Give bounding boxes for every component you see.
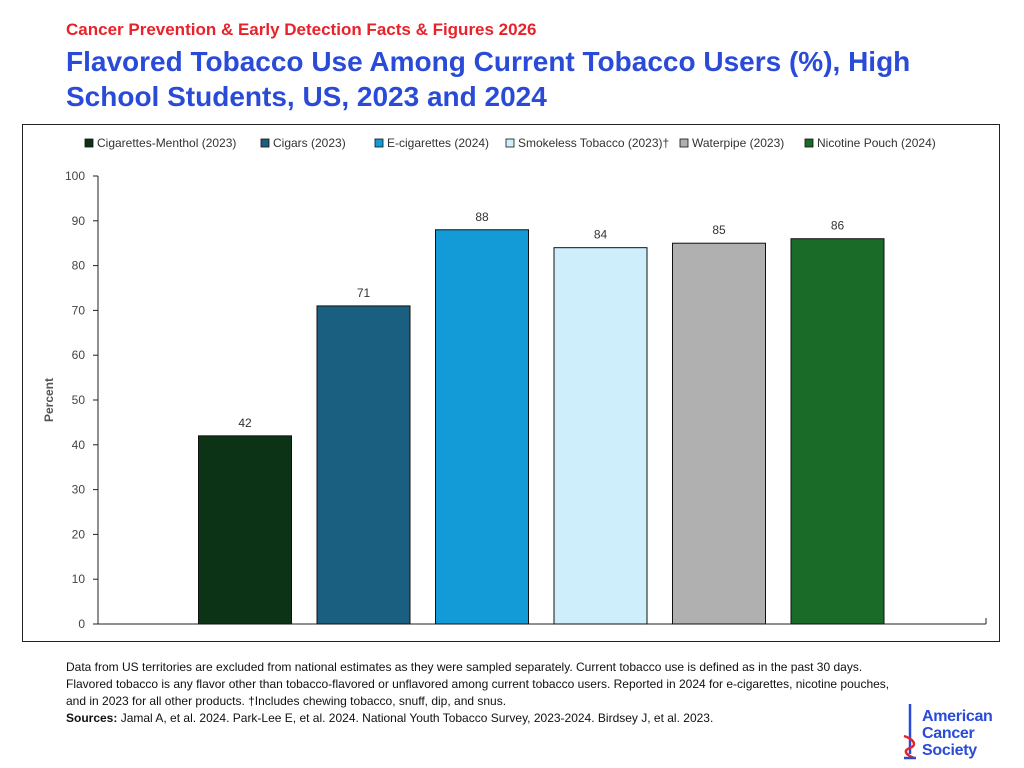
y-tick-label: 50 [72,393,86,407]
bar [553,247,648,625]
legend-entry: E-cigarettes (2024) [387,136,489,150]
legend-swatch [260,138,270,148]
bar [672,242,766,625]
acs-logo: American Cancer Society [898,700,1018,768]
bar [198,435,292,625]
legend-swatch [679,138,689,148]
chart-frame: 0 10 20 30 40 50 60 70 80 90 100 Percent 42 71 88 84 85 8… [22,124,1000,642]
footnotes: Data from US territories are excluded fr… [66,659,966,727]
legend-entry: Smokeless Tobacco (2023)† [518,136,669,150]
bar [790,238,885,625]
logo-line-2: Cancer [922,725,975,742]
y-tick-label: 40 [72,438,86,452]
y-tick-label: 30 [72,483,86,497]
y-tick-label: 80 [72,259,86,273]
legend-entry: Nicotine Pouch (2024) [817,136,936,150]
legend-swatch [505,138,515,148]
logo-line-1: American [922,708,993,725]
y-tick-label: 100 [65,169,85,183]
y-tick-label: 60 [72,348,86,362]
legend-swatch [84,138,94,148]
data-label: 86 [831,219,845,233]
y-tick-label: 20 [72,527,86,541]
y-tick-label: 10 [72,572,86,586]
data-label: 84 [594,228,608,242]
sources: Sources: Jamal A, et al. 2024. Park-Lee … [66,710,966,727]
bar [435,229,529,625]
data-label: 42 [238,416,252,430]
logo-text: American Cancer Society [922,708,993,759]
legend-entry: Cigarettes-Menthol (2023) [97,136,236,150]
data-label: 88 [475,210,489,224]
logo-line-3: Society [922,742,977,759]
legend-entry: Cigars (2023) [273,136,346,150]
supertitle: Cancer Prevention & Early Detection Fact… [66,20,537,39]
sword-icon [903,704,916,760]
note-line-2: Flavored tobacco is any flavor other tha… [66,677,890,691]
legend-swatch [804,138,814,148]
bar [316,305,411,625]
sources-label: Sources: [66,711,118,725]
bar-chart: 0 10 20 30 40 50 60 70 80 90 100 Percent 42 71 88 84 85 8… [42,136,987,631]
chart-title: Flavored Tobacco Use Among Current Tobac… [66,46,911,112]
note-line-3: and in 2023 for all other products. †Inc… [66,694,507,708]
legend-entry: Waterpipe (2023) [692,136,784,150]
note-line-1: Data from US territories are excluded fr… [66,660,863,674]
sources-text: Jamal A, et al. 2024. Park-Lee E, et al.… [117,711,714,725]
y-axis-label: Percent [42,378,56,422]
data-label: 85 [712,223,726,237]
y-tick-label: 90 [72,214,86,228]
y-tick-label: 70 [72,303,86,317]
data-label: 71 [357,286,371,300]
y-tick-label: 0 [78,617,85,631]
legend-swatch [374,138,384,148]
